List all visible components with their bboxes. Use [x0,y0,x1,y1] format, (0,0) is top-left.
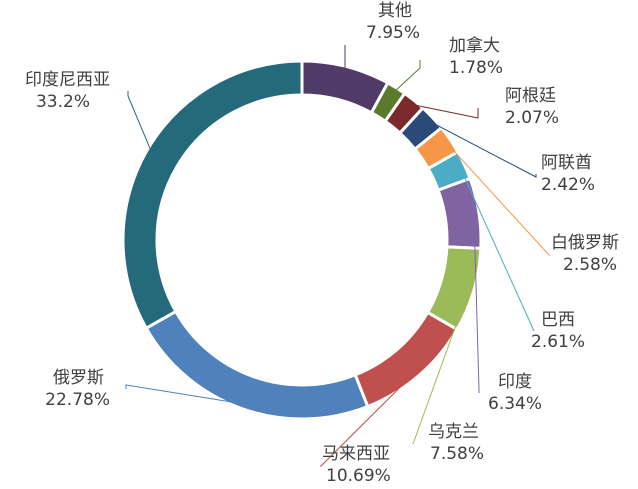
data-label: 印度尼西亚 33.2% [25,70,110,112]
data-label: 巴西 2.61% [531,310,585,352]
leader-line [473,213,480,393]
leader-line [445,141,550,257]
leader-line [428,120,537,178]
leader-line [127,91,153,153]
data-label: 阿根廷 2.07% [505,86,559,128]
leader-line [125,384,245,405]
data-label-value: 7.58% [430,444,484,464]
data-label-value: 2.42% [541,175,595,195]
data-label-value: 6.34% [488,394,542,414]
data-label-category: 马来西亚 [322,444,390,464]
data-label-value: 1.78% [449,58,503,78]
donut-slices [121,59,483,421]
data-label: 乌克兰 7.58% [428,422,484,464]
data-label-value: 2.58% [563,255,617,275]
slice-10 [144,309,370,421]
data-label-value: 2.07% [505,108,559,128]
data-label-category: 其他 [378,1,412,21]
data-label: 阿联酋 2.42% [541,153,595,195]
leader-line [393,60,421,93]
data-label: 白俄罗斯 2.58% [551,233,619,275]
data-label-category: 俄罗斯 [53,368,104,388]
data-label-value: 33.2% [36,92,90,112]
slice-9 [353,310,460,409]
slice-11 [121,59,304,331]
data-label-value: 7.95% [366,23,420,43]
data-label-category: 印度尼西亚 [25,70,110,90]
leader-line [412,288,470,445]
data-label-category: 巴西 [541,310,575,330]
data-label-category: 阿联酋 [541,153,592,173]
data-label-category: 阿根廷 [505,86,556,106]
data-label-value: 22.78% [45,390,110,410]
data-label: 加拿大 1.78% [449,35,503,78]
data-label: 印度 6.34% [488,372,542,414]
data-label-category: 印度 [498,372,532,392]
data-label-category: 乌克兰 [428,422,479,442]
data-label: 其他 7.95% [366,1,420,43]
data-label: 马来西亚 10.69% [322,444,391,486]
data-labels: 其他 7.95% 加拿大 1.78%阿根廷 2.07% 阿联酋 2.42% 白俄罗斯 2.58%… [25,1,619,486]
data-label-value: 10.69% [326,466,391,486]
leader-line [410,103,479,119]
leader-line [459,166,535,332]
leader-lines [125,45,550,468]
leader-line [320,371,416,468]
data-label-category: 白俄罗斯 [551,233,619,253]
data-label-value: 2.61% [531,332,585,352]
data-label: 俄罗斯 22.78% [45,368,110,410]
data-label-category: 加拿大 [449,35,500,56]
